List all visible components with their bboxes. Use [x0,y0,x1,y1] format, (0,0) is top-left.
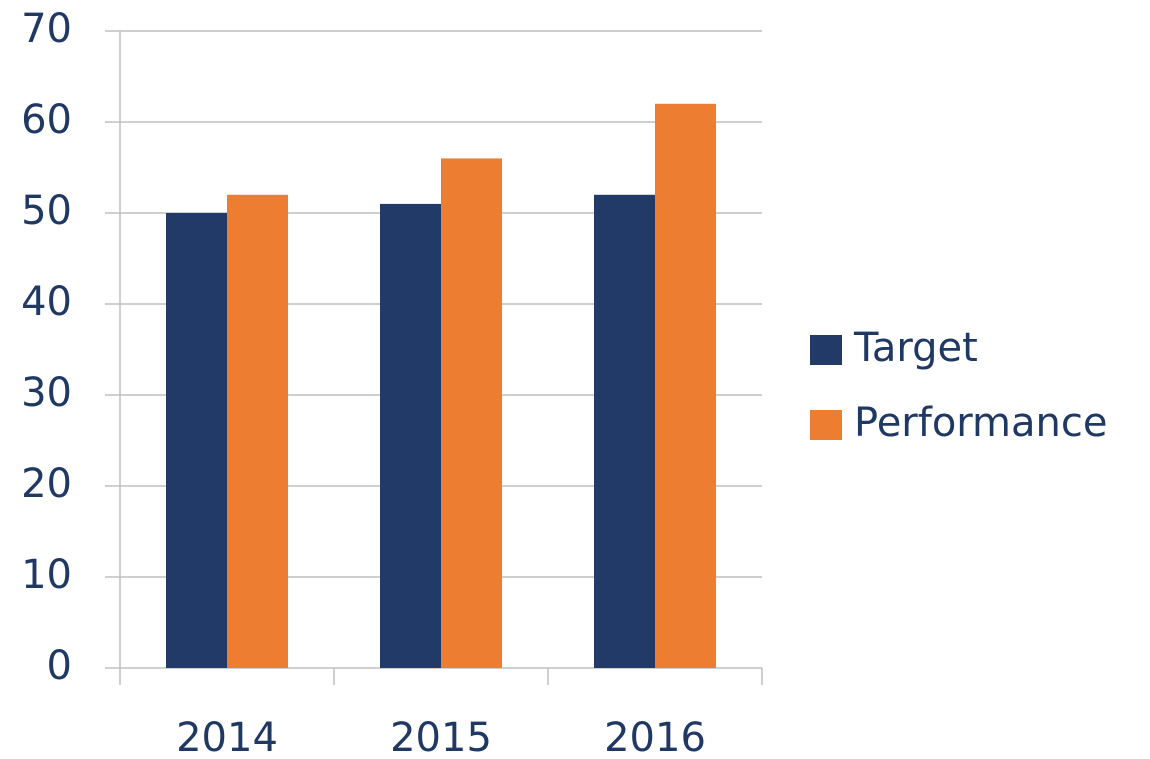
y-tick-label: 20 [21,461,72,507]
y-tick-label: 30 [21,370,72,416]
y-tick-label: 10 [21,552,72,598]
y-tick-label: 40 [21,279,72,325]
y-tick-label: 50 [21,188,72,234]
bar [227,194,288,669]
bar [380,203,441,668]
bar [166,213,227,668]
legend-label: Target [853,325,978,371]
y-tick-label: 70 [21,6,72,52]
y-tick-label: 60 [21,97,72,143]
x-tick-label: 2015 [390,715,492,759]
y-tick-label: 0 [47,643,72,689]
legend-swatch [810,335,842,365]
x-tick-label: 2014 [176,715,278,759]
bar [441,158,502,668]
bar [655,103,716,669]
bar [594,194,655,669]
legend-swatch [810,410,842,440]
x-tick-label: 2016 [604,715,706,759]
legend-label: Performance [854,400,1107,446]
